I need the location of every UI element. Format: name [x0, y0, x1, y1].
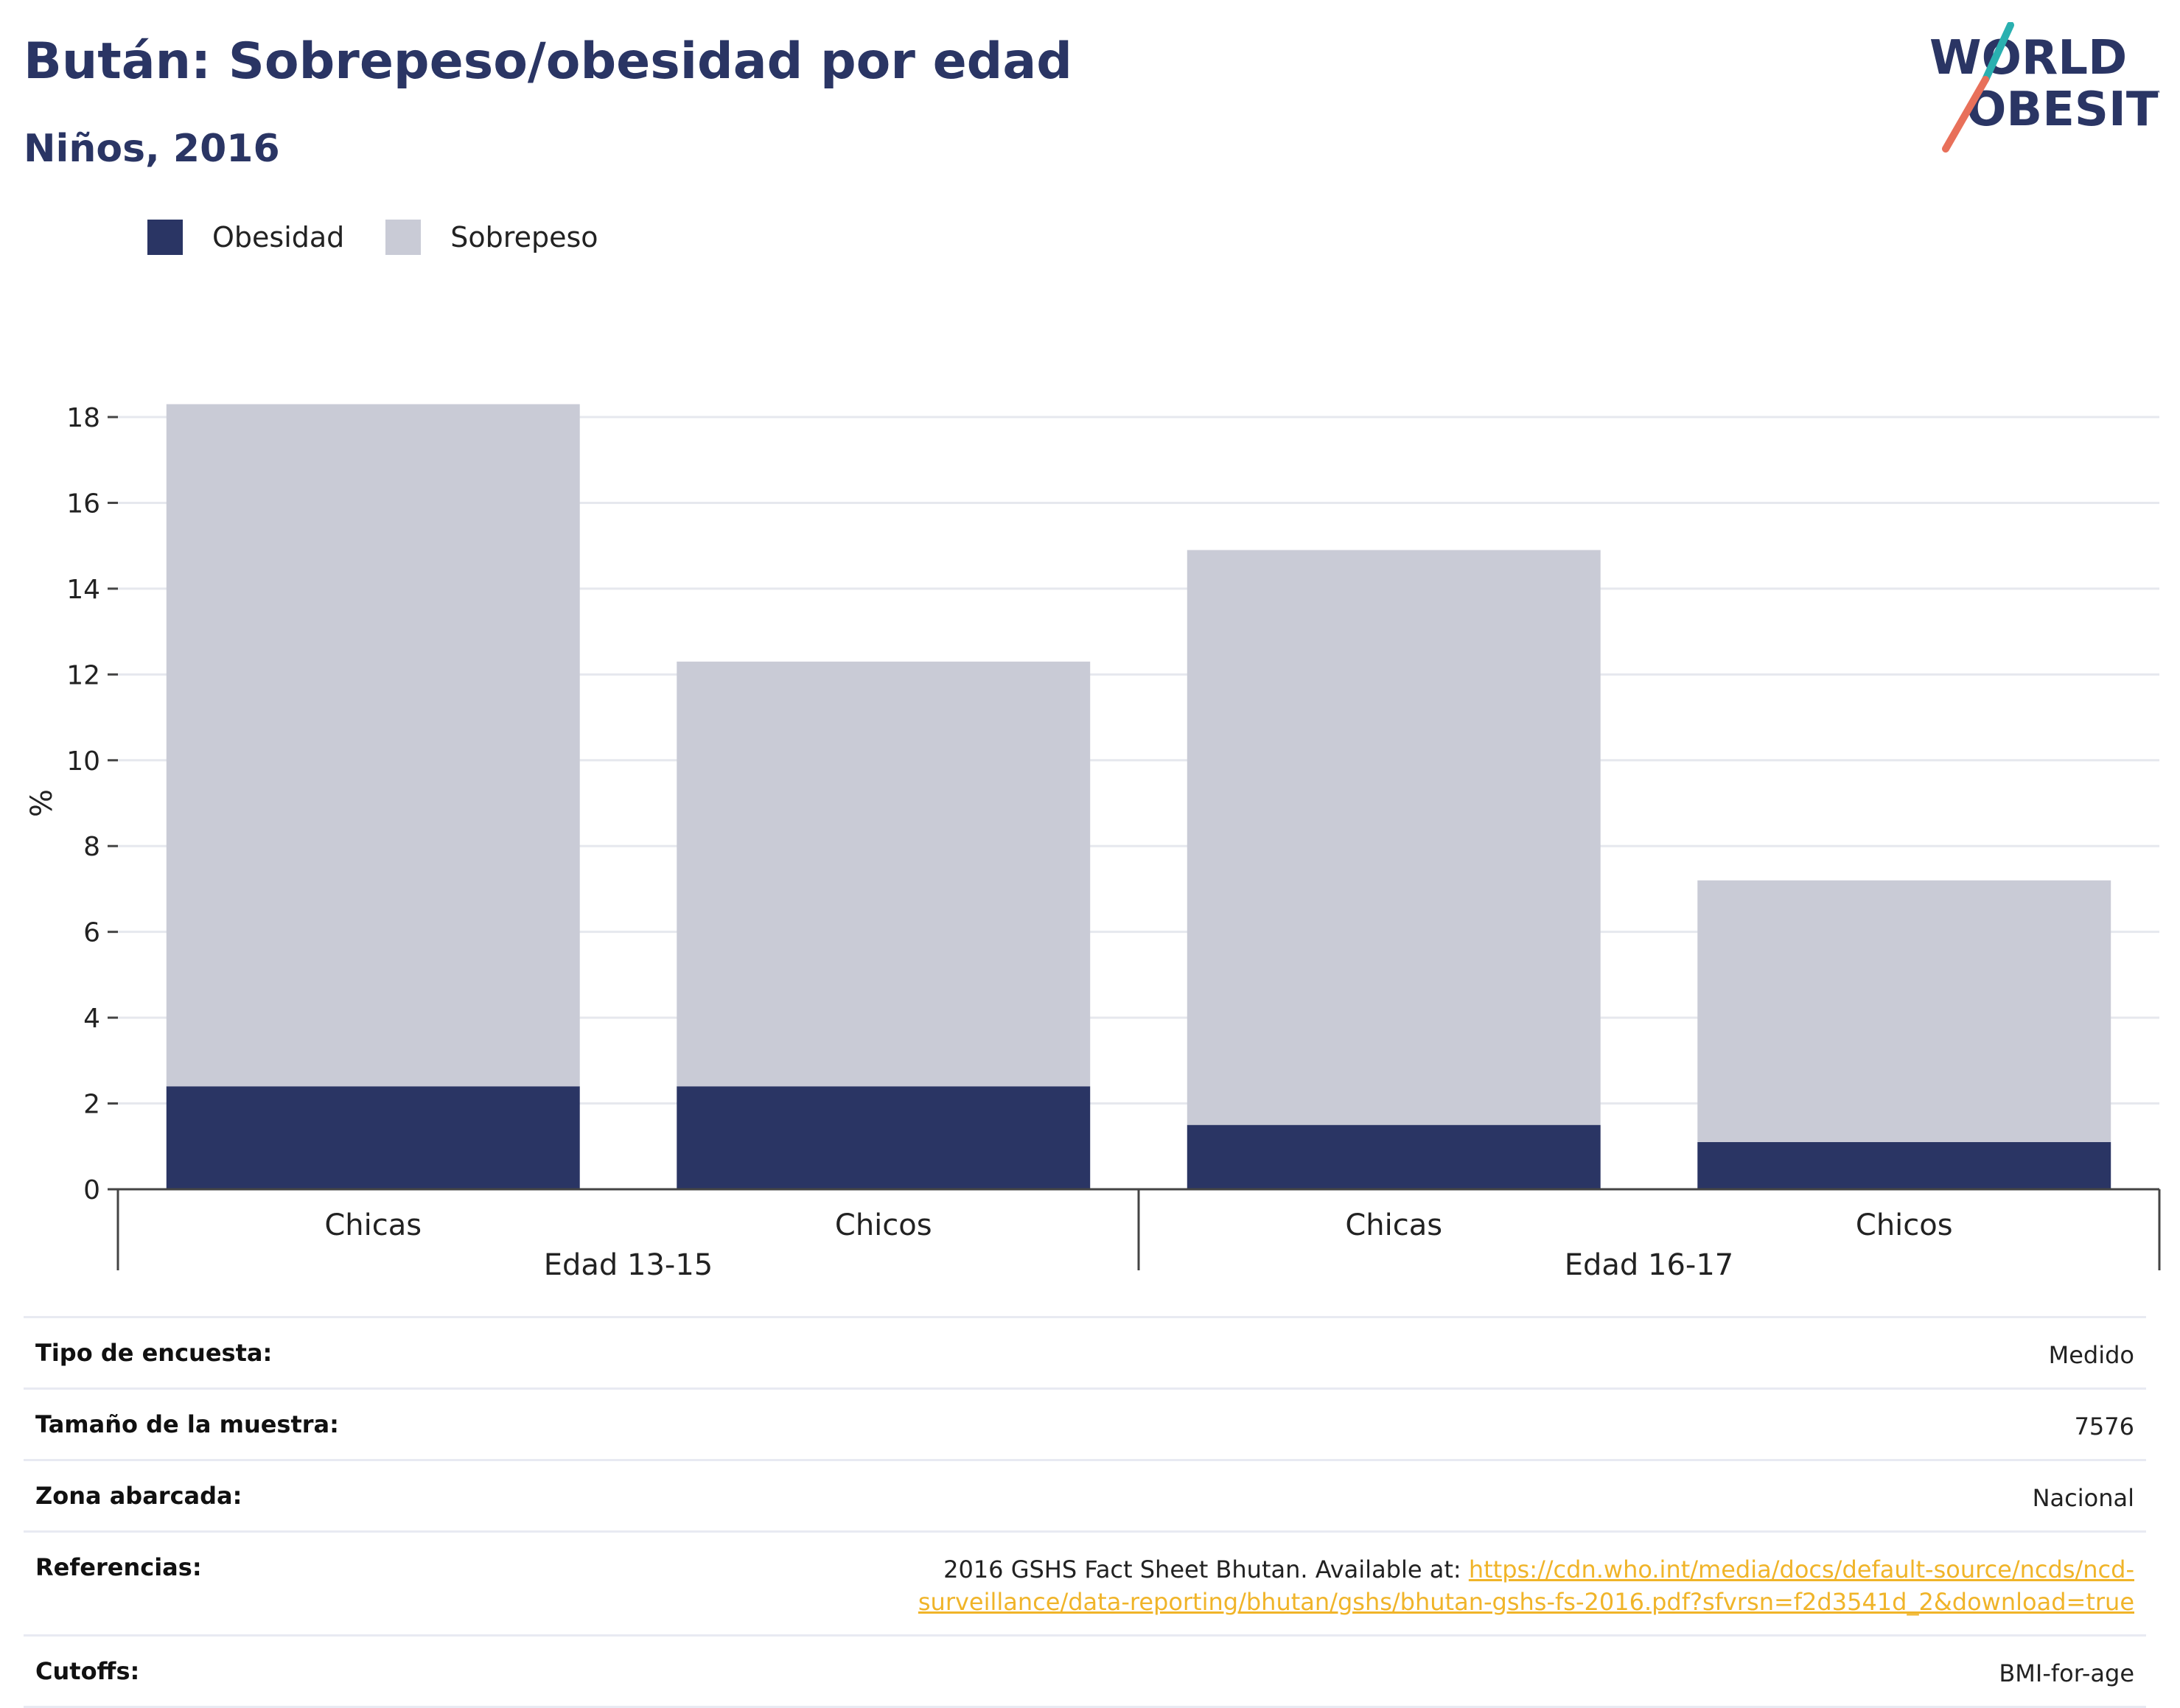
chart-title: Bután: Sobrepeso/obesidad por edad: [24, 32, 1072, 91]
info-key: Referencias:: [35, 1553, 202, 1581]
info-value: 7576: [2074, 1413, 2134, 1441]
info-row-cutoffs: Cutoffs: BMI-for-age: [24, 1634, 2146, 1708]
legend-label-sobrepeso: Sobrepeso: [450, 221, 598, 253]
logo-line1: WORLD: [1929, 31, 2127, 85]
info-value: Medido: [2048, 1341, 2134, 1369]
legend-label-obesidad: Obesidad: [212, 221, 345, 253]
legend-item-sobrepeso[interactable]: Sobrepeso: [385, 220, 598, 255]
y-tick-label: 14: [66, 575, 100, 605]
survey-info-table: Tipo de encuesta: Medido Tamaño de la mu…: [24, 1316, 2146, 1708]
legend-swatch-sobrepeso: [385, 220, 422, 255]
info-key: Tipo de encuesta:: [35, 1339, 273, 1367]
x-category-label: Chicos: [835, 1208, 932, 1242]
y-tick-label: 4: [83, 1004, 100, 1034]
y-tick-label: 8: [83, 832, 100, 862]
info-value: BMI-for-age: [1999, 1659, 2134, 1687]
bar-sobrepeso: [1187, 550, 1601, 1125]
bar-obesidad: [677, 1086, 1091, 1189]
legend-swatch-obesidad: [147, 220, 183, 255]
world-obesity-logo: WORLD OBESITY: [1929, 22, 2159, 153]
bar-sobrepeso: [1697, 880, 2111, 1142]
y-tick-label: 0: [83, 1175, 100, 1205]
reference-link[interactable]: https://cdn.who.int/media/docs/default-s…: [918, 1555, 2134, 1616]
info-value: Nacional: [2032, 1484, 2134, 1512]
info-key: Cutoffs:: [35, 1657, 140, 1685]
logo-slash-coral: [1942, 76, 1989, 153]
y-tick-label: 18: [66, 403, 100, 433]
bar-sobrepeso: [677, 661, 1091, 1087]
info-value: 2016 GSHS Fact Sheet Bhutan. Available a…: [734, 1553, 2134, 1618]
y-tick-label: 16: [66, 489, 100, 519]
bar-obesidad: [1697, 1141, 2111, 1189]
y-tick-label: 2: [83, 1090, 100, 1120]
y-axis-label: %: [25, 789, 59, 817]
info-row-references: Referencias: 2016 GSHS Fact Sheet Bhutan…: [24, 1530, 2146, 1634]
x-category-label: Chicas: [1345, 1208, 1442, 1242]
logo-slash-teal: [1982, 22, 2014, 83]
info-row-survey-type: Tipo de encuesta: Medido: [24, 1316, 2146, 1387]
info-key: Zona abarcada:: [35, 1482, 242, 1510]
x-category-label: Chicas: [324, 1208, 422, 1242]
y-tick-label: 12: [66, 660, 100, 690]
bar-sobrepeso: [166, 404, 580, 1087]
reference-text: 2016 GSHS Fact Sheet Bhutan. Available a…: [943, 1555, 1461, 1583]
chart-legend: Obesidad Sobrepeso: [147, 218, 640, 256]
x-category-label: Chicos: [1856, 1208, 1953, 1242]
x-group-label: Edad 16-17: [1565, 1248, 1734, 1282]
legend-item-obesidad[interactable]: Obesidad: [147, 220, 344, 255]
chart-subtitle: Niños, 2016: [24, 127, 280, 171]
y-tick-label: 10: [66, 746, 100, 777]
x-group-label: Edad 13-15: [544, 1248, 713, 1282]
bar-chart: 0 2 4 6 8 10 12 14 16 18% Chicas Chicos Chicas Chicos…: [25, 403, 2161, 1282]
info-row-sample-size: Tamaño de la muestra: 7576: [24, 1387, 2146, 1459]
bar-obesidad: [166, 1086, 580, 1189]
info-key: Tamaño de la muestra:: [35, 1410, 339, 1438]
info-row-coverage: Zona abarcada: Nacional: [24, 1459, 2146, 1530]
y-tick-label: 6: [83, 918, 100, 948]
logo-line2: OBESITY: [1966, 83, 2159, 137]
bar-obesidad: [1187, 1124, 1601, 1189]
